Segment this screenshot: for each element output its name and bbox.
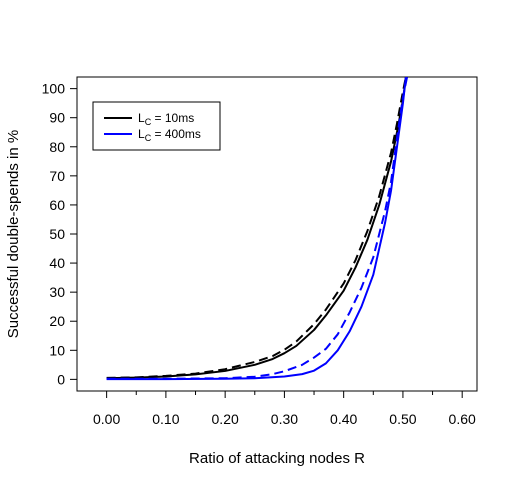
y-tick-label: 30	[49, 284, 65, 300]
x-axis: 0.00 0.10 0.20 0.30 0.40 0.50 0.60	[93, 390, 476, 427]
legend-label: LC = 10ms	[138, 111, 194, 127]
y-axis: 0 10 20 30 40 50 60 70 80 90 100	[42, 81, 78, 387]
x-tick-label: 0.30	[271, 411, 298, 427]
y-tick-label: 20	[49, 313, 65, 329]
y-tick-label: 70	[49, 168, 65, 184]
y-tick-label: 90	[49, 110, 65, 126]
y-axis-title: Successful double-spends in %	[5, 130, 22, 338]
y-tick-label: 40	[49, 255, 65, 271]
legend-box	[92, 101, 221, 151]
y-tick-label: 100	[42, 81, 66, 97]
y-tick-label: 50	[49, 226, 65, 242]
x-tick-label: 0.60	[449, 411, 476, 427]
series-line-3	[106, 77, 407, 381]
y-tick-label: 10	[49, 342, 65, 358]
y-tick-label: 0	[57, 371, 65, 387]
x-tick-label: 0.50	[389, 411, 416, 427]
series-line-4	[106, 77, 409, 380]
x-tick-label: 0.40	[330, 411, 357, 427]
x-tick-label: 0.20	[212, 411, 239, 427]
x-axis-title: Ratio of attacking nodes R	[189, 450, 365, 467]
series-layer	[106, 77, 409, 381]
legend-label: LC = 400ms	[138, 127, 201, 143]
x-tick-label: 0.10	[152, 411, 179, 427]
x-tick-label: 0.00	[93, 411, 120, 427]
y-tick-label: 80	[49, 139, 65, 155]
series-line-2	[106, 77, 407, 379]
y-tick-label: 60	[49, 197, 65, 213]
